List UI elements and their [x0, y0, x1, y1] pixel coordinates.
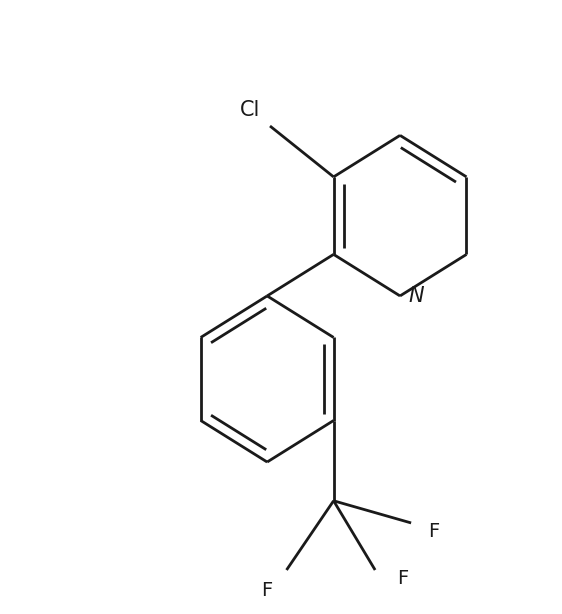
Text: F: F: [428, 522, 439, 541]
Text: N: N: [409, 286, 424, 306]
Text: Cl: Cl: [241, 101, 261, 120]
Text: F: F: [261, 581, 273, 600]
Text: F: F: [397, 569, 409, 588]
